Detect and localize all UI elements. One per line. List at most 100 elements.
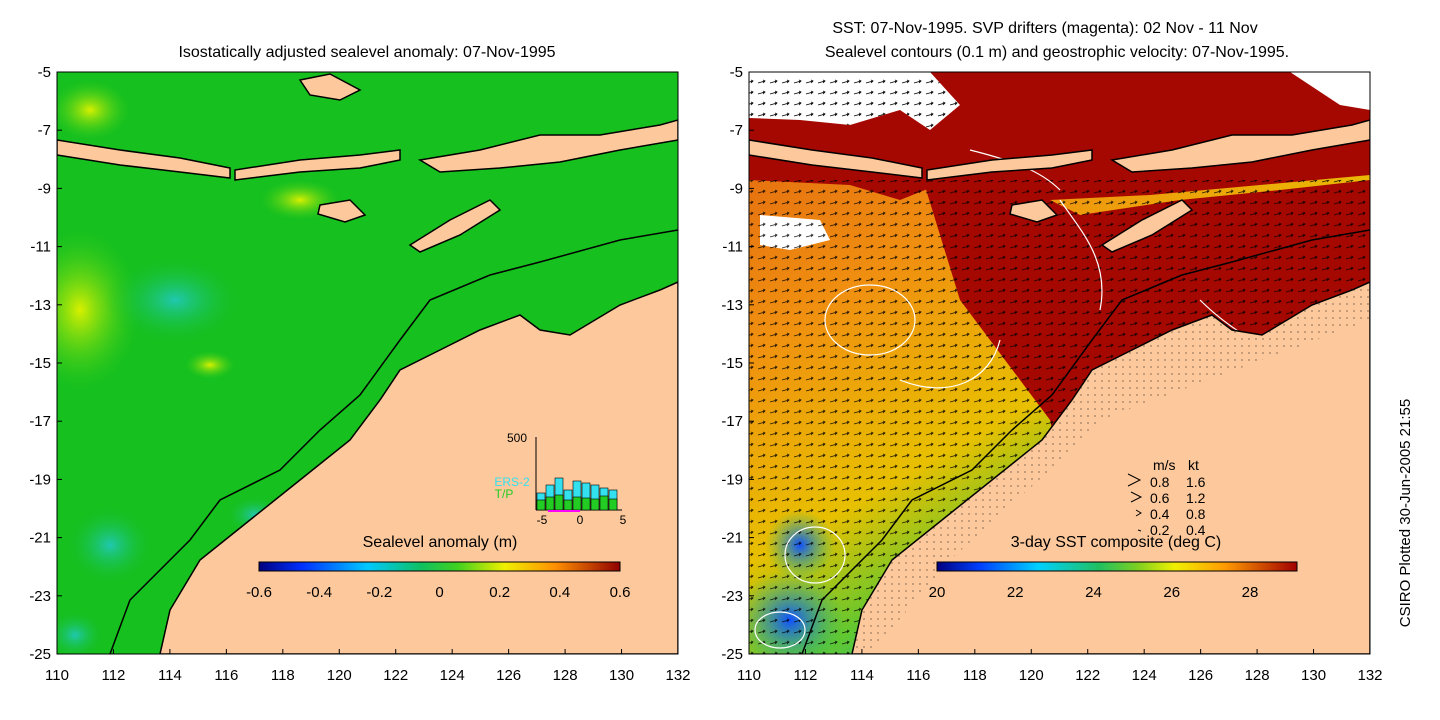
sla-map-x-tick-label: 132: [665, 667, 690, 684]
sealevel-contour: [1059, 199, 1103, 311]
sla-negative-anomaly: [65, 505, 155, 585]
sla-colorbar-tick: -0.4: [306, 584, 332, 601]
sst-map-axes: -5 -7 -9 -11 -13 -15 -17 -19 -21 -23 -25 110 112 114 1…: [721, 64, 1382, 684]
inset-legend-tp: T/P: [495, 487, 514, 501]
sla-map-x-tick-label: 128: [553, 667, 578, 684]
sst-map-x-tick-label: 130: [1301, 667, 1326, 684]
sealevel-contour: [824, 284, 916, 356]
java-island: [749, 139, 923, 179]
sla-map-axes: -5 -7 -9 -11 -13 -15 -17 -19 -21 -23 -25 110 112 114 1…: [29, 64, 690, 684]
sst-map-x-tick-label: 118: [963, 667, 987, 684]
speed-legend-header-ms: m/s: [1153, 457, 1176, 473]
sst-map-x-tick-label: 120: [1019, 667, 1044, 684]
sla-colorbar-tick: 0.6: [610, 584, 631, 601]
speed-legend-kt: 0.8: [1186, 506, 1206, 522]
speed-legend-ms: 0.4: [1150, 506, 1170, 522]
speed-legend-ms: 0.6: [1150, 490, 1170, 506]
sla-map-x-tick-label: 126: [496, 667, 521, 684]
speed-legend-kt: 1.6: [1186, 474, 1206, 490]
sla-map-x-tick-label: 124: [440, 667, 465, 684]
northern-island: [298, 73, 362, 101]
sst-colorbar-tick: 26: [1163, 584, 1180, 601]
sst-map-y-tick-label: -9: [730, 180, 743, 197]
sla-map-field: [57, 72, 678, 654]
sla-map-title: Isostatically adjusted sealevel anomaly:…: [178, 44, 555, 61]
sst-colorbar-tick: 28: [1242, 584, 1259, 601]
sla-map-y-tick-label: -9: [38, 180, 51, 197]
banda-arc-islands: [1109, 119, 1370, 173]
sst-colorbar-ticks: 20 22 24 26 28: [929, 584, 1259, 601]
inset-legend-ers2: ERS-2: [494, 475, 530, 489]
sla-colorbar-tick: 0: [435, 584, 443, 601]
inset-bar: [554, 494, 564, 511]
sla-map-panel: Isostatically adjusted sealevel anomaly:…: [29, 44, 690, 684]
sst-map-x-tick-label: 128: [1245, 667, 1270, 684]
sla-map-x-tick-label: 112: [101, 667, 125, 684]
sla-positive-anomaly: [185, 351, 235, 379]
sealevel-contour: [754, 611, 806, 649]
lesser-sunda-islands: [926, 149, 1093, 181]
sla-map-y-tick-label: -13: [29, 297, 51, 314]
inset-bar: [563, 499, 573, 511]
sla-map-x-tick-label: 110: [45, 667, 69, 684]
sst-colorbar: [936, 561, 1298, 572]
inset-x-tick: 5: [620, 513, 627, 527]
sst-map-y-tick-label: -25: [721, 646, 743, 663]
sst-map-y-tick-label: -23: [721, 588, 743, 605]
sla-negative-anomaly: [57, 610, 105, 654]
sla-colorbar-ticks: -0.6 -0.4 -0.2 0 0.2 0.4 0.6: [246, 584, 630, 601]
sst-colorbar-tick: 22: [1007, 584, 1024, 601]
sla-map-y-tick-label: -21: [29, 530, 51, 547]
speed-legend-kt: 0.4: [1186, 522, 1206, 538]
sla-negative-anomaly: [105, 255, 245, 345]
sla-map-y-tick-label: -19: [29, 471, 51, 488]
sst-map-y-tick-label: -13: [721, 297, 743, 314]
sla-positive-anomaly: [57, 230, 140, 390]
sumba-island: [317, 199, 367, 223]
speed-legend-arrow: [1135, 509, 1142, 517]
shelf-velocity-vectors: [852, 282, 1370, 654]
sla-map-y-tick-label: -17: [29, 413, 51, 430]
inset-ymax-label: 500: [507, 431, 527, 445]
sla-colorbar-tick: -0.2: [366, 584, 392, 601]
sumba-island: [1009, 199, 1059, 223]
sla-positive-anomaly: [57, 80, 130, 140]
velocity-vectors: [749, 72, 960, 130]
sla-map-x-tick-label: 116: [214, 667, 238, 684]
inset-bar: [581, 497, 591, 511]
speed-legend-ms: 0.8: [1150, 474, 1170, 490]
banda-arc-islands: [417, 119, 678, 173]
speed-legend-header-kt: kt: [1188, 457, 1199, 473]
sst-map-panel: SST: 07-Nov-1995. SVP drifters (magenta)…: [721, 20, 1382, 684]
australia-landmass: [159, 281, 678, 654]
sst-map-y-tick-label: -7: [730, 122, 743, 139]
sst-colorbar-tick: 20: [929, 584, 946, 601]
sealevel-contour: [899, 339, 1001, 389]
sst-map-title-line2: Sealevel contours (0.1 m) and geostrophi…: [825, 44, 1289, 61]
sealevel-contour: [784, 526, 846, 584]
sst-map-x-tick-label: 124: [1132, 667, 1157, 684]
speed-legend-arrow: [1127, 473, 1142, 487]
lesser-sunda-islands: [234, 149, 401, 181]
plot-credit: CSIRO Plotted 30-Jun-2005 21:55: [1397, 399, 1414, 627]
track-histogram-inset: 500 ERS-2 T/P -5 0 5: [494, 431, 626, 527]
inset-x-tick: -5: [537, 513, 548, 527]
sla-colorbar-tick: -0.6: [246, 584, 272, 601]
shelf-break-contour: [109, 229, 678, 654]
sla-colorbar: [258, 561, 621, 572]
sst-map-x-tick-label: 122: [1075, 667, 1100, 684]
sst-map-x-tick-label: 114: [850, 667, 874, 684]
inset-bar: [572, 496, 582, 511]
sst-colorbar-label: 3-day SST composite (deg C): [1011, 534, 1221, 551]
sst-map-y-tick-label: -17: [721, 413, 743, 430]
sla-map-x-tick-label: 122: [383, 667, 408, 684]
sst-map-x-tick-label: 110: [737, 667, 761, 684]
sst-map-x-tick-label: 112: [793, 667, 817, 684]
sst-map-field: [749, 72, 1370, 654]
sla-colorbar-label: Sealevel anomaly (m): [363, 534, 518, 551]
sst-map-x-tick-label: 116: [906, 667, 930, 684]
speed-legend-arrow: [1137, 529, 1142, 532]
java-island: [57, 139, 231, 179]
sst-colorbar-tick: 24: [1085, 584, 1102, 601]
